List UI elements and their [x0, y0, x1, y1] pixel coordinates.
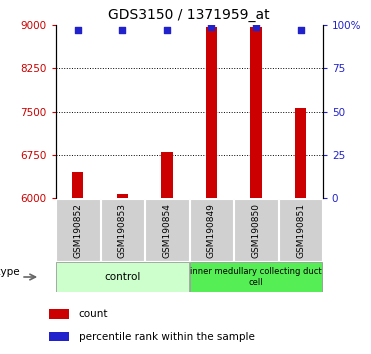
Bar	[161, 152, 173, 198]
Text: cell type: cell type	[0, 268, 19, 278]
FancyBboxPatch shape	[190, 262, 322, 292]
Text: inner medullary collecting duct
cell: inner medullary collecting duct cell	[190, 267, 322, 287]
FancyBboxPatch shape	[279, 199, 322, 261]
Text: GSM190849: GSM190849	[207, 202, 216, 258]
Text: GSM190852: GSM190852	[73, 202, 82, 258]
Text: GSM190850: GSM190850	[252, 202, 260, 258]
Title: GDS3150 / 1371959_at: GDS3150 / 1371959_at	[108, 8, 270, 22]
Text: GSM190851: GSM190851	[296, 202, 305, 258]
Text: GSM190854: GSM190854	[162, 202, 171, 258]
Bar	[49, 309, 69, 319]
Point	[119, 27, 125, 33]
Text: percentile rank within the sample: percentile rank within the sample	[79, 332, 255, 342]
FancyBboxPatch shape	[145, 199, 189, 261]
Point	[253, 24, 259, 29]
FancyBboxPatch shape	[56, 199, 100, 261]
Bar	[206, 27, 217, 198]
Bar	[117, 194, 128, 198]
FancyBboxPatch shape	[190, 199, 233, 261]
Point	[75, 27, 81, 33]
Bar	[250, 27, 262, 198]
Bar	[295, 108, 306, 198]
Text: control: control	[104, 272, 141, 282]
Point	[164, 27, 170, 33]
FancyBboxPatch shape	[56, 262, 189, 292]
Text: count: count	[79, 309, 108, 319]
Bar	[72, 172, 83, 198]
Point	[298, 27, 303, 33]
Point	[209, 24, 214, 29]
Bar	[49, 332, 69, 341]
FancyBboxPatch shape	[234, 199, 278, 261]
Text: GSM190853: GSM190853	[118, 202, 127, 258]
FancyBboxPatch shape	[101, 199, 144, 261]
